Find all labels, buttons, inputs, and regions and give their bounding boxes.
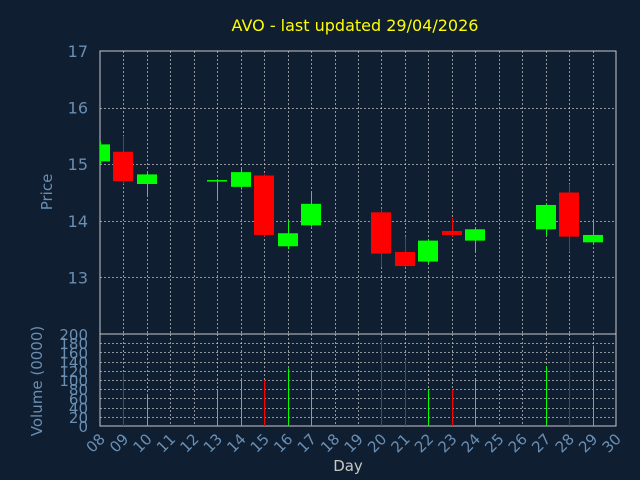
price-tick-labels: 13 14 15 16 17 [68,42,88,287]
volume-tick-label: 140 [59,354,88,372]
price-grid [100,51,616,334]
volume-tick-label: 60 [69,390,88,408]
x-tick-label: 22 [411,430,437,456]
candle-body [395,251,415,267]
candle-body [207,180,227,182]
candle-body [442,230,462,235]
candle-body [301,203,321,226]
candle-body [113,151,133,182]
candle-body [278,233,298,247]
candle-body [583,234,603,243]
volume-tick-label: 0 [78,418,88,436]
volume-bars [123,340,594,426]
x-tick-label: 29 [575,430,601,456]
price-tick-label: 14 [68,212,88,231]
candle-body [418,240,438,262]
candle-body [137,174,157,185]
price-tick-label: 16 [68,99,88,118]
price-tick-label: 15 [68,155,88,174]
candle-body [254,175,274,235]
volume-tick-label: 120 [59,363,88,381]
price-axis-label: Price [38,174,56,211]
x-tick-label: 19 [341,430,367,456]
x-tick-label: 15 [247,430,273,456]
x-tick-label: 13 [200,430,226,456]
volume-tick-label: 100 [59,372,88,390]
chart-title: AVO - last updated 29/04/2026 [232,16,479,35]
volume-tick-label: 80 [69,381,88,399]
x-tick-label: 12 [176,430,202,456]
volume-tick-label: 20 [69,409,88,427]
candle-body [100,144,110,162]
x-tick-label: 10 [130,430,156,456]
x-tick-label: 09 [106,430,132,456]
candle-body [465,229,485,241]
x-tick-label: 26 [505,430,531,456]
x-tick-label: 20 [364,430,390,456]
x-tick-labels: 0809101112131415161718192021222324252627… [83,430,625,456]
volume-tick-label: 180 [59,335,88,353]
candle-body [536,204,556,230]
x-tick-label: 25 [481,430,507,456]
volume-tick-label: 40 [69,400,88,418]
x-tick-label: 16 [270,430,296,456]
volume-axis-label: Volume (0000) [28,326,46,436]
x-tick-label: 24 [458,430,484,456]
candles [100,135,603,268]
x-tick-label: 14 [223,430,249,456]
volume-tick-label: 160 [59,344,88,362]
x-tick-label: 18 [317,430,343,456]
volume-grid [100,334,616,426]
x-tick-label: 28 [552,430,578,456]
x-tick-label: 21 [388,430,414,456]
x-tick-label: 27 [528,430,554,456]
x-tick-label: 30 [599,430,625,456]
x-tick-label: 23 [434,430,460,456]
candle-body [231,172,251,187]
candle-body [559,192,579,237]
price-tick-label: 13 [68,268,88,287]
candle-body [371,212,391,254]
x-tick-label: 11 [153,430,179,456]
price-tick-label: 17 [68,42,88,61]
x-tick-label: 17 [294,430,320,456]
x-axis-label: Day [333,457,363,475]
volume-tick-label: 200 [59,326,88,344]
volume-panel-frame [99,333,617,427]
